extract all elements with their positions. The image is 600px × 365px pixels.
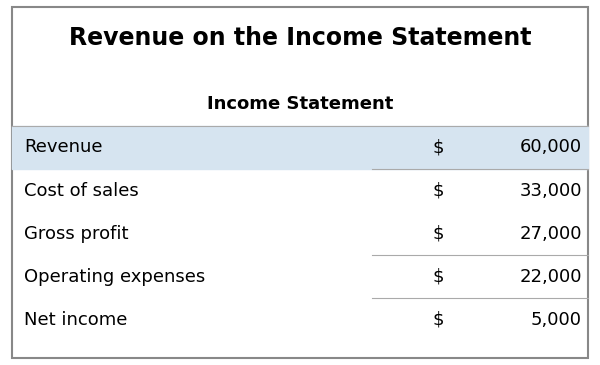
Text: 27,000: 27,000 [520,224,582,243]
Text: $: $ [432,181,444,200]
Text: Net income: Net income [24,311,127,329]
Text: 60,000: 60,000 [520,138,582,157]
Text: 33,000: 33,000 [520,181,582,200]
Text: Revenue on the Income Statement: Revenue on the Income Statement [69,26,531,50]
Text: Cost of sales: Cost of sales [24,181,139,200]
Bar [12,126,588,169]
FancyBboxPatch shape [12,7,588,358]
Text: $: $ [432,311,444,329]
Text: Gross profit: Gross profit [24,224,128,243]
Text: 22,000: 22,000 [520,268,582,286]
Text: $: $ [432,268,444,286]
Text: 5,000: 5,000 [531,311,582,329]
Text: $: $ [432,138,444,157]
Text: Operating expenses: Operating expenses [24,268,205,286]
Text: Income Statement: Income Statement [207,95,393,113]
Text: Revenue: Revenue [24,138,103,157]
Text: $: $ [432,224,444,243]
